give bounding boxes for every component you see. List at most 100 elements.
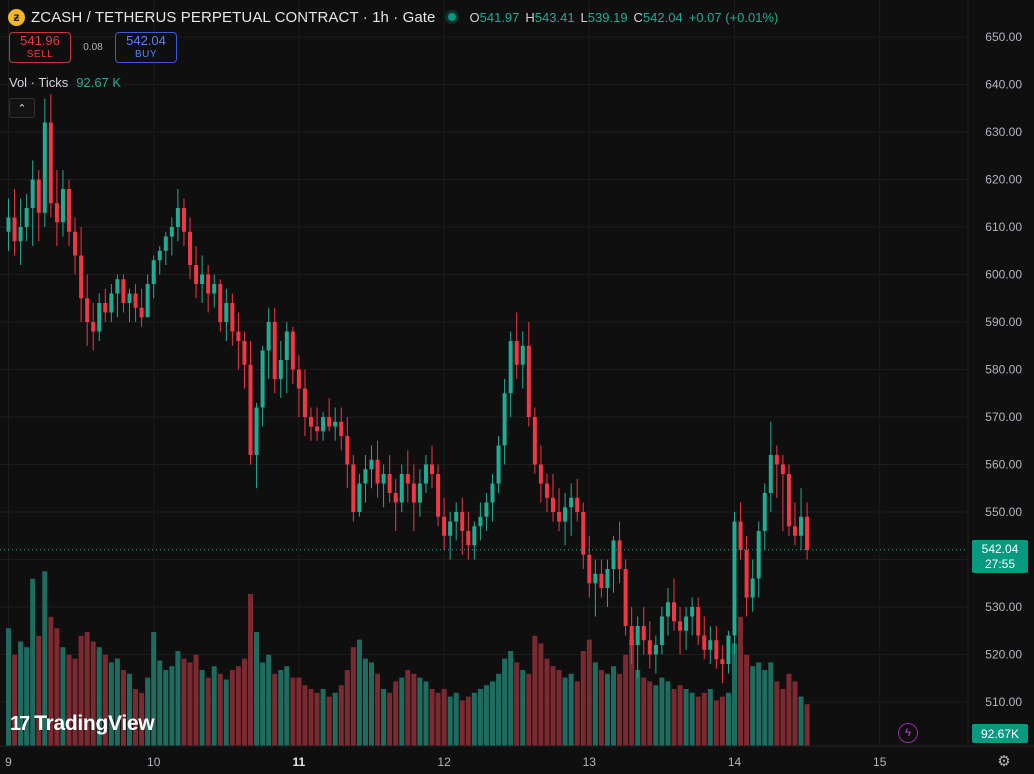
volume-bar	[514, 662, 520, 746]
candle	[514, 312, 519, 379]
price-tick-label: 520.00	[985, 648, 1022, 662]
candle-body	[393, 493, 398, 503]
candle	[242, 331, 247, 389]
candle	[793, 502, 797, 546]
candle-body	[557, 512, 562, 522]
candle-body	[629, 626, 634, 645]
collapse-legend-button[interactable]: ⌃	[9, 98, 35, 118]
gear-icon[interactable]: ⚙	[997, 753, 1011, 770]
candle-body	[641, 626, 646, 641]
candle-body	[60, 189, 65, 223]
time-tick-label: 10	[147, 755, 161, 769]
price-tick-label: 610.00	[985, 220, 1022, 234]
volume-bar	[441, 689, 447, 746]
symbol-title[interactable]: ZCASH / TETHERUS PERPETUAL CONTRACT · 1h…	[31, 8, 436, 26]
time-tick-label: 12	[437, 755, 451, 769]
candle	[24, 193, 29, 242]
volume-bar	[102, 654, 108, 746]
candle-body	[230, 303, 235, 332]
volume-legend[interactable]: Vol · Ticks 92.67 K	[9, 75, 121, 90]
volume-bar	[145, 677, 151, 746]
volume-bar	[423, 681, 429, 746]
volume-bar	[42, 571, 48, 746]
price-tick-label: 550.00	[985, 505, 1022, 519]
candle	[472, 521, 477, 560]
volume-bar	[24, 647, 30, 746]
candle	[363, 455, 368, 503]
candle	[260, 345, 265, 427]
candle	[563, 493, 568, 546]
buy-button[interactable]: 542.04 BUY	[115, 32, 177, 63]
tradingview-watermark: 17 TradingView	[10, 712, 155, 736]
price-axis: 650.00 640.00 630.00 620.00 610.00 600.00 590.…	[985, 30, 1022, 709]
volume-bar	[139, 692, 145, 746]
candle-body	[448, 521, 453, 536]
candle	[551, 474, 555, 522]
candle-body	[145, 284, 150, 318]
candle-body	[708, 640, 713, 650]
candle	[750, 559, 755, 612]
volume-bar	[447, 696, 453, 746]
sell-label: SELL	[26, 48, 54, 60]
volume-bar	[713, 700, 719, 746]
price-tick-label: 600.00	[985, 268, 1022, 282]
volume-bar	[362, 658, 368, 746]
candle-body	[115, 279, 120, 294]
candle-body	[744, 550, 749, 598]
volume-bar	[356, 639, 362, 746]
candle	[454, 502, 459, 541]
candle-body	[109, 293, 114, 313]
price-tick-label: 530.00	[985, 600, 1022, 614]
candle-body	[672, 602, 676, 622]
volume-bar	[133, 689, 139, 746]
volume-bar	[187, 662, 193, 746]
volume-bar	[36, 635, 42, 746]
candle-body	[206, 274, 211, 294]
candle	[708, 626, 713, 664]
candle	[786, 464, 791, 536]
candle-body	[793, 526, 797, 536]
candle-body	[780, 464, 785, 474]
volume-bar	[774, 681, 780, 746]
volume-bar	[241, 658, 247, 746]
candle	[587, 535, 592, 598]
candle	[97, 293, 102, 341]
volume-bar	[205, 677, 211, 746]
candle-body	[339, 421, 344, 436]
candle	[526, 322, 531, 427]
price-tick-label: 570.00	[985, 410, 1022, 424]
volume-bar	[568, 673, 574, 746]
sell-button[interactable]: 541.96 SELL	[9, 32, 71, 63]
candle-body	[575, 497, 580, 512]
candle-body	[738, 521, 743, 550]
open-value: 541.97	[479, 9, 520, 25]
candle	[357, 474, 362, 517]
candle-body	[212, 284, 217, 294]
candle-body	[684, 616, 689, 631]
candle	[284, 322, 289, 394]
candle	[139, 288, 144, 327]
flash-icon[interactable]: ϟ	[898, 723, 918, 743]
candle	[647, 621, 652, 669]
candle	[30, 160, 35, 246]
candle-body	[714, 640, 719, 660]
candle	[641, 607, 646, 655]
volume-bar	[296, 677, 302, 746]
candle-body	[260, 350, 265, 408]
candle-body	[702, 635, 707, 650]
volume-bar	[169, 666, 175, 746]
candle-body	[42, 122, 47, 213]
candle	[127, 288, 132, 322]
high-value: 543.41	[534, 9, 575, 25]
volume-bar	[369, 662, 374, 746]
volume-bar	[114, 658, 120, 746]
candle	[248, 341, 253, 465]
chevron-up-icon: ⌃	[17, 102, 27, 115]
candle	[296, 355, 301, 417]
candle	[496, 436, 501, 493]
volume-bar	[266, 654, 272, 746]
candle	[732, 512, 737, 655]
candle-body	[121, 279, 126, 303]
volume-bar	[326, 696, 332, 746]
